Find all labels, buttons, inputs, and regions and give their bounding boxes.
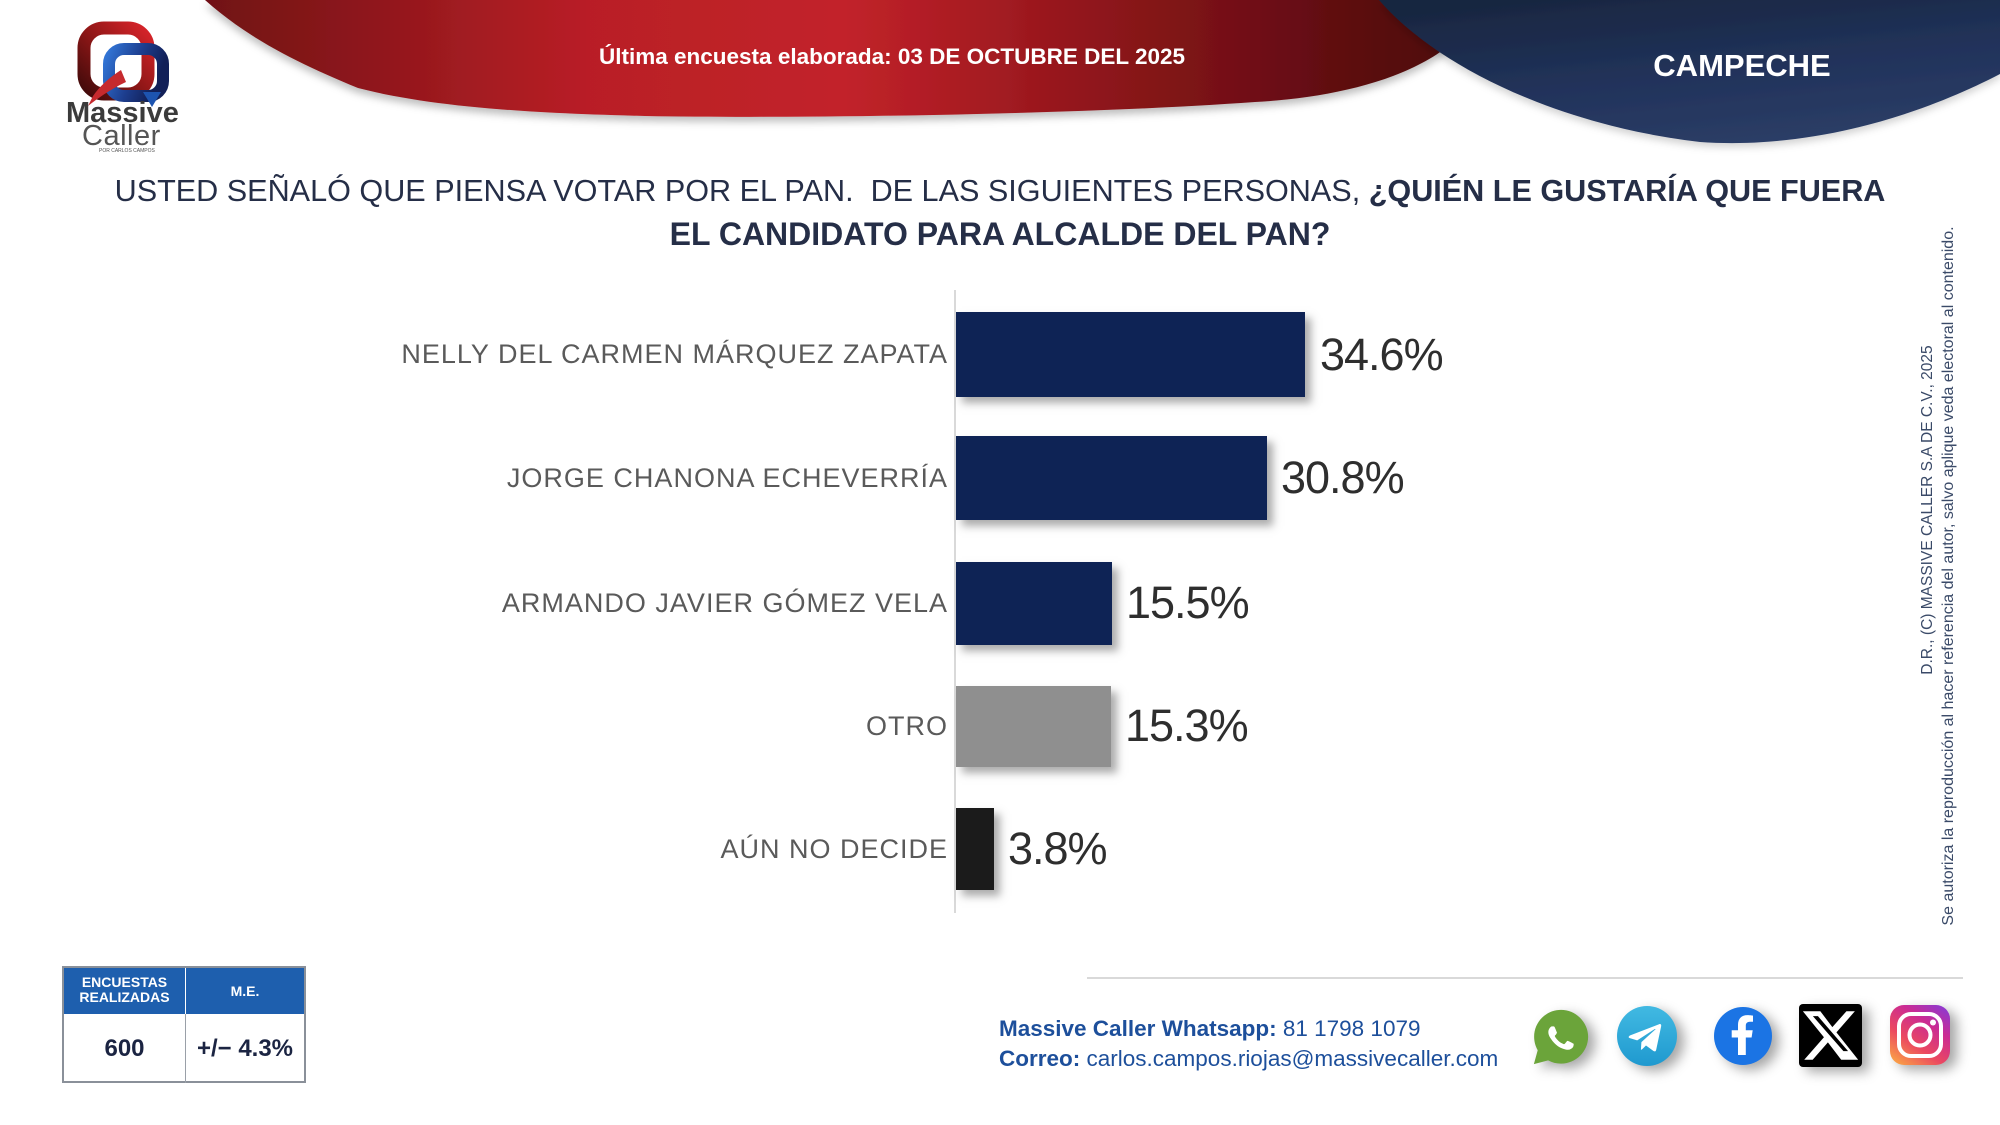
svg-text:POR CARLOS CAMPOS: POR CARLOS CAMPOS	[99, 148, 156, 154]
svg-text:Massive: Massive	[66, 97, 179, 129]
svg-text:Caller: Caller	[82, 120, 161, 152]
